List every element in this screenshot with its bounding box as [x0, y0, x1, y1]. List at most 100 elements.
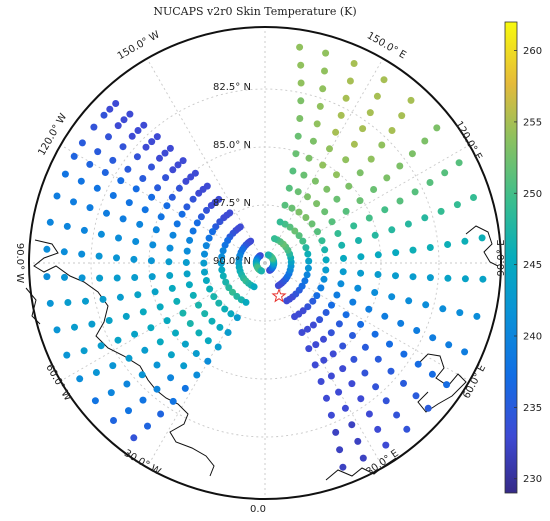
swath-dot — [392, 272, 399, 280]
swath-dot — [359, 454, 367, 462]
swath-dot — [313, 292, 321, 300]
swath-dot — [381, 206, 389, 214]
swath-dot — [125, 354, 133, 362]
swath-dot — [295, 208, 303, 216]
swath-dot — [139, 175, 147, 182]
swath-dot — [321, 67, 328, 75]
lat-label-85-0: 85.0° N — [213, 140, 251, 151]
map-title: NUCAPS v2r0 Skin Temperature (K) — [153, 5, 356, 18]
swath-dot — [300, 171, 308, 179]
swath-dot — [327, 411, 335, 419]
swath-dot — [322, 49, 330, 57]
swath-dot — [156, 303, 164, 311]
swath-dot — [323, 394, 330, 402]
swath-dot — [214, 343, 222, 351]
swath-dot — [218, 253, 226, 261]
swath-dot — [136, 220, 144, 228]
swath-dot — [398, 112, 406, 120]
swath-dot — [122, 312, 130, 320]
swath-dot — [388, 293, 396, 301]
swath-dot — [115, 234, 122, 242]
swath-dot — [361, 343, 369, 351]
swath-dot — [350, 140, 358, 148]
meridian-line — [264, 262, 384, 468]
swath-dot — [441, 169, 449, 177]
swath-dot — [329, 350, 337, 358]
swath-dot — [337, 280, 345, 288]
swath-dot — [429, 334, 437, 342]
swath-dot — [299, 237, 307, 245]
swath-dot — [107, 389, 115, 397]
swath-dot — [193, 219, 201, 227]
swath-dot — [336, 446, 344, 454]
swath-dot — [60, 248, 68, 256]
swath-dot — [201, 310, 209, 318]
swath-dot — [221, 305, 229, 313]
swath-dot — [46, 299, 54, 307]
swath-dot — [346, 77, 354, 85]
swath-dot — [337, 111, 345, 119]
swath-dot — [61, 170, 69, 178]
swath-dot — [313, 200, 321, 208]
swath-dot — [439, 305, 447, 313]
swath-dot — [156, 154, 163, 162]
swath-dot — [355, 237, 362, 244]
swath-dot — [387, 367, 395, 375]
swath-dot — [291, 227, 299, 235]
swath-dot — [105, 133, 112, 141]
swath-dot — [303, 271, 311, 279]
swath-dot — [43, 245, 51, 253]
swath-dot — [169, 231, 177, 239]
swath-dot — [169, 397, 177, 405]
swath-dot — [403, 425, 411, 433]
swath-dot — [71, 323, 78, 331]
swath-dot — [437, 207, 445, 215]
swath-dot — [455, 159, 463, 167]
swath-dot — [444, 241, 452, 248]
swath-dot — [453, 201, 461, 209]
swath-dot — [320, 275, 328, 283]
swath-dot — [317, 284, 325, 292]
swath-dot — [371, 289, 379, 296]
swath-dot — [163, 317, 171, 325]
swath-dot — [408, 150, 416, 158]
swath-dot — [185, 281, 193, 289]
swath-dot — [380, 76, 388, 84]
swath-dot — [134, 291, 142, 299]
swath-dot — [124, 165, 132, 173]
swath-dot — [382, 441, 390, 449]
swath-dot — [357, 320, 365, 328]
swath-dot — [90, 123, 98, 131]
swath-dot — [405, 297, 413, 305]
swath-dot — [350, 222, 358, 230]
swath-dot — [365, 214, 373, 222]
swath-dot — [162, 174, 170, 182]
swath-dot — [63, 222, 71, 230]
swath-dot — [61, 273, 68, 281]
swath-dot — [166, 144, 174, 152]
swath-dot — [224, 329, 232, 336]
swath-dot — [444, 274, 452, 282]
swath-dot — [167, 351, 175, 359]
swath-dot — [86, 204, 94, 212]
swath-dot — [119, 143, 127, 151]
swath-dot — [281, 201, 289, 209]
swath-dot — [461, 275, 469, 283]
swath-dot — [201, 268, 208, 276]
swath-dot — [426, 179, 434, 186]
swath-dot — [179, 157, 187, 165]
swath-dot — [80, 226, 88, 234]
swath-dot — [182, 259, 190, 266]
swath-dot — [271, 235, 278, 243]
swath-dot — [113, 274, 121, 282]
swath-dot — [285, 184, 293, 192]
swath-dot — [141, 206, 149, 214]
lon-label-90w: 90.0° W — [14, 243, 25, 283]
swath-dot — [322, 256, 330, 264]
swath-dot — [342, 311, 350, 319]
swath-dot — [276, 218, 284, 226]
swath-dot — [371, 330, 379, 338]
swath-dot — [317, 378, 325, 385]
coastline-svalbard — [417, 353, 467, 413]
swath-dot — [340, 254, 347, 262]
